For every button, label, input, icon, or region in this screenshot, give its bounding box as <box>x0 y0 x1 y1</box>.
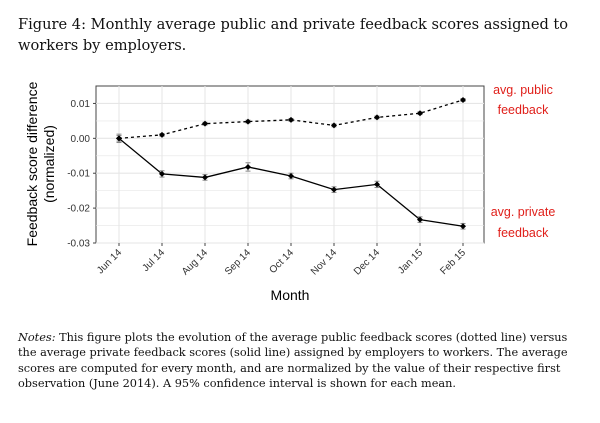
y-tick-label: 0.00 <box>71 134 91 145</box>
data-point <box>460 96 466 103</box>
private-series-label-line2: feedback <box>498 226 549 240</box>
data-point <box>417 216 423 223</box>
notes-label: Notes: <box>18 331 56 344</box>
data-point <box>202 120 208 127</box>
data-point <box>331 186 337 193</box>
figure-notes: Notes: This figure plots the evolution o… <box>18 330 588 392</box>
x-tick-label: Oct 14 <box>268 247 297 276</box>
x-tick-label: Sep 14 <box>223 247 253 277</box>
data-point <box>374 181 380 188</box>
private-series-label-line1: avg. private <box>491 205 556 219</box>
data-point <box>288 173 294 180</box>
y-axis-title-line2: (normalized) <box>41 125 57 203</box>
notes-text: This figure plots the evolution of the a… <box>18 331 568 391</box>
y-tick-label: -0.02 <box>67 204 90 215</box>
y-tick-label: 0.01 <box>71 99 91 110</box>
data-point <box>417 110 423 117</box>
x-tick-label: Feb 15 <box>438 247 468 277</box>
data-point <box>245 163 251 170</box>
public-feedback-line <box>118 99 464 139</box>
data-point <box>288 116 294 123</box>
plot-panel <box>95 85 485 244</box>
data-point <box>331 122 337 129</box>
data-point <box>460 223 466 230</box>
y-axis-title-line1: Feedback score difference <box>24 81 40 246</box>
data-point <box>159 131 165 138</box>
y-tick-label: -0.03 <box>67 239 90 250</box>
x-tick-label: Jul 14 <box>140 247 167 274</box>
x-tick-label: Nov 14 <box>309 247 339 277</box>
public-series-label-line1: avg. public <box>493 83 553 97</box>
x-tick-label: Aug 14 <box>180 247 210 277</box>
data-series <box>116 96 466 230</box>
x-tick-label: Jun 14 <box>95 247 124 276</box>
data-point <box>245 118 251 125</box>
x-axis-ticks: Jun 14 Jul 14 Aug 14 Sep 14 Oct 14 Nov 14 Dec … <box>95 243 468 278</box>
figure-caption: Figure 4: Monthly average public and pri… <box>18 16 569 54</box>
feedback-line-chart: 0.01 0.00 -0.01 -0.02 -0.03 Jun 14 Jul 14 Aug … <box>24 81 556 303</box>
x-tick-label: Jan 15 <box>396 247 425 276</box>
public-series-label-line2: feedback <box>498 103 549 117</box>
x-axis-title: Month <box>271 287 310 303</box>
y-axis-ticks: 0.01 0.00 -0.01 -0.02 -0.03 <box>67 99 96 250</box>
data-point <box>202 174 208 181</box>
x-tick-label: Dec 14 <box>352 247 382 277</box>
data-point <box>116 135 122 142</box>
data-point <box>159 170 165 177</box>
y-tick-label: -0.01 <box>67 169 90 180</box>
data-point <box>374 114 380 121</box>
